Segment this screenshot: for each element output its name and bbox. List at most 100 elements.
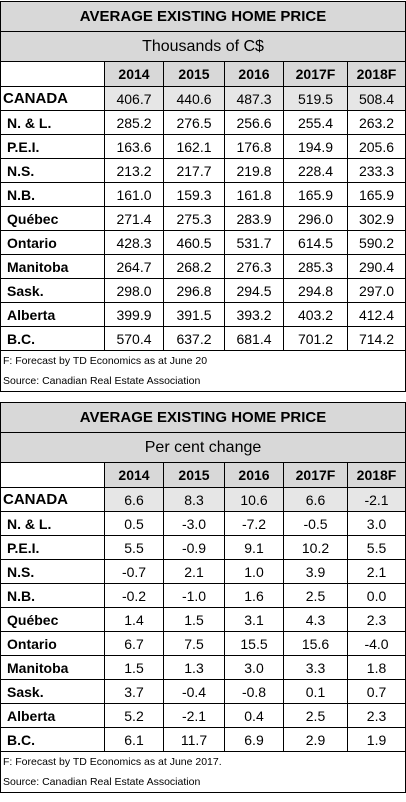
price-table: AVERAGE EXISTING HOME PRICE Thousands of … bbox=[0, 1, 406, 392]
cell-value: 0.7 bbox=[346, 679, 406, 704]
table-row: Alberta 5.2 -2.1 0.4 2.5 2.3 bbox=[0, 703, 406, 728]
table-row: N.B. 161.0 159.3 161.8 165.9 165.9 bbox=[0, 182, 406, 207]
cell-value: 391.5 bbox=[163, 302, 225, 327]
table-row: N.B. -0.2 -1.0 1.6 2.5 0.0 bbox=[0, 583, 406, 608]
cell-value: 1.9 bbox=[346, 727, 406, 752]
cell-value: 637.2 bbox=[163, 326, 225, 351]
cell-value: 294.5 bbox=[224, 278, 284, 303]
cell-value: 412.4 bbox=[346, 302, 406, 327]
forecast-note: F: Forecast by TD Economics as at June 2… bbox=[0, 751, 406, 772]
cell-value: 714.2 bbox=[346, 326, 406, 351]
table-row: N. & L. 285.2 276.5 256.6 255.4 263.2 bbox=[0, 110, 406, 135]
row-label: N.B. bbox=[0, 182, 105, 207]
cell-value: 275.3 bbox=[163, 206, 225, 231]
cell-value: 4.3 bbox=[283, 607, 348, 632]
cell-value: 0.4 bbox=[224, 703, 284, 728]
table-row: B.C. 570.4 637.2 681.4 701.2 714.2 bbox=[0, 326, 406, 351]
cell-value: 1.5 bbox=[104, 655, 164, 680]
row-label: Québec bbox=[0, 607, 105, 632]
cell-value: 3.1 bbox=[224, 607, 284, 632]
table-row: Sask. 3.7 -0.4 -0.8 0.1 0.7 bbox=[0, 679, 406, 704]
header-blank-cell bbox=[0, 61, 105, 87]
cell-value: 487.3 bbox=[224, 86, 284, 111]
cell-value: 2.9 bbox=[283, 727, 348, 752]
table-title: AVERAGE EXISTING HOME PRICE bbox=[0, 1, 406, 32]
cell-value: 2.1 bbox=[163, 559, 225, 584]
row-label: N.B. bbox=[0, 583, 105, 608]
cell-value: 403.2 bbox=[283, 302, 348, 327]
cell-value: 205.6 bbox=[346, 134, 406, 159]
cell-value: 5.2 bbox=[104, 703, 164, 728]
cell-value: 3.3 bbox=[283, 655, 348, 680]
cell-value: 393.2 bbox=[224, 302, 284, 327]
column-header: 2016 bbox=[224, 462, 284, 488]
table-row: Ontario 428.3 460.5 531.7 614.5 590.2 bbox=[0, 230, 406, 255]
cell-value: 1.0 bbox=[224, 559, 284, 584]
cell-value: 297.0 bbox=[346, 278, 406, 303]
table-title: AVERAGE EXISTING HOME PRICE bbox=[0, 402, 406, 433]
cell-value: 8.3 bbox=[163, 487, 225, 512]
cell-value: 233.3 bbox=[346, 158, 406, 183]
row-label: CANADA bbox=[0, 86, 105, 111]
cell-value: 5.5 bbox=[346, 535, 406, 560]
cell-value: 298.0 bbox=[104, 278, 164, 303]
cell-value: 406.7 bbox=[104, 86, 164, 111]
cell-value: 3.0 bbox=[224, 655, 284, 680]
cell-value: -0.5 bbox=[283, 511, 348, 536]
cell-value: 460.5 bbox=[163, 230, 225, 255]
cell-value: 296.8 bbox=[163, 278, 225, 303]
row-label: P.E.I. bbox=[0, 134, 105, 159]
source-note: Source: Canadian Real Estate Association bbox=[0, 772, 406, 793]
cell-value: -4.0 bbox=[346, 631, 406, 656]
column-header: 2014 bbox=[104, 61, 164, 87]
cell-value: 2.5 bbox=[283, 703, 348, 728]
table-row: N. & L. 0.5 -3.0 -7.2 -0.5 3.0 bbox=[0, 511, 406, 536]
cell-value: 15.5 bbox=[224, 631, 284, 656]
cell-value: 271.4 bbox=[104, 206, 164, 231]
cell-value: 6.1 bbox=[104, 727, 164, 752]
cell-value: 0.1 bbox=[283, 679, 348, 704]
cell-value: -3.0 bbox=[163, 511, 225, 536]
cell-value: 268.2 bbox=[163, 254, 225, 279]
cell-value: -2.1 bbox=[346, 487, 406, 512]
table-row: Manitoba 264.7 268.2 276.3 285.3 290.4 bbox=[0, 254, 406, 279]
cell-value: 1.6 bbox=[224, 583, 284, 608]
cell-value: 11.7 bbox=[163, 727, 225, 752]
column-header: 2018F bbox=[346, 61, 406, 87]
row-label: Alberta bbox=[0, 703, 105, 728]
cell-value: 302.9 bbox=[346, 206, 406, 231]
cell-value: 15.6 bbox=[283, 631, 348, 656]
row-label: Sask. bbox=[0, 278, 105, 303]
cell-value: 440.6 bbox=[163, 86, 225, 111]
row-label: Québec bbox=[0, 206, 105, 231]
cell-value: 296.0 bbox=[283, 206, 348, 231]
cell-value: -0.9 bbox=[163, 535, 225, 560]
row-label: Manitoba bbox=[0, 254, 105, 279]
table-row: Québec 271.4 275.3 283.9 296.0 302.9 bbox=[0, 206, 406, 231]
column-header: 2016 bbox=[224, 61, 284, 87]
cell-value: -2.1 bbox=[163, 703, 225, 728]
column-header: 2015 bbox=[163, 61, 225, 87]
table-row: Alberta 399.9 391.5 393.2 403.2 412.4 bbox=[0, 302, 406, 327]
cell-value: 2.1 bbox=[346, 559, 406, 584]
cell-value: 285.2 bbox=[104, 110, 164, 135]
cell-value: 161.0 bbox=[104, 182, 164, 207]
column-header: 2018F bbox=[346, 462, 406, 488]
cell-value: 263.2 bbox=[346, 110, 406, 135]
cell-value: 6.6 bbox=[104, 487, 164, 512]
cell-value: 228.4 bbox=[283, 158, 348, 183]
cell-value: 9.1 bbox=[224, 535, 284, 560]
cell-value: 163.6 bbox=[104, 134, 164, 159]
cell-value: 294.8 bbox=[283, 278, 348, 303]
cell-value: 428.3 bbox=[104, 230, 164, 255]
row-label: P.E.I. bbox=[0, 535, 105, 560]
cell-value: 176.8 bbox=[224, 134, 284, 159]
cell-value: 161.8 bbox=[224, 182, 284, 207]
cell-value: 3.7 bbox=[104, 679, 164, 704]
cell-value: 0.5 bbox=[104, 511, 164, 536]
column-header: 2017F bbox=[283, 61, 348, 87]
table-row: CANADA 406.7 440.6 487.3 519.5 508.4 bbox=[0, 86, 406, 111]
table-row: Sask. 298.0 296.8 294.5 294.8 297.0 bbox=[0, 278, 406, 303]
cell-value: 264.7 bbox=[104, 254, 164, 279]
cell-value: 10.6 bbox=[224, 487, 284, 512]
